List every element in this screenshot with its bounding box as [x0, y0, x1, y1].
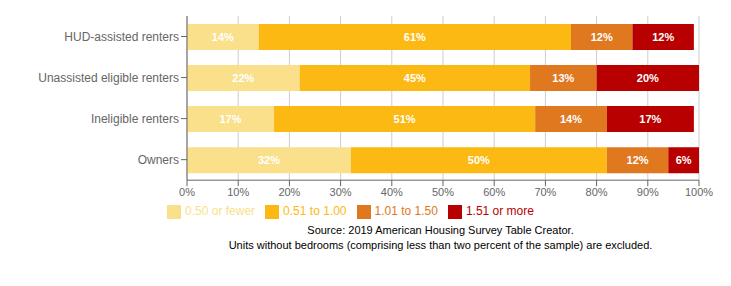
- svg-text:0%: 0%: [179, 186, 195, 198]
- svg-text:Ineligible renters: Ineligible renters: [91, 112, 179, 126]
- svg-text:30%: 30%: [330, 186, 352, 198]
- svg-text:12%: 12%: [627, 154, 649, 166]
- svg-text:20%: 20%: [278, 186, 300, 198]
- svg-text:10%: 10%: [227, 186, 249, 198]
- html-text:1.01 to 1.50: 1.01 to 1.50: [374, 204, 438, 219]
- svg-text:12%: 12%: [652, 31, 674, 43]
- svg-text:32%: 32%: [258, 154, 280, 166]
- svg-text:17%: 17%: [220, 113, 242, 125]
- svg-text:14%: 14%: [212, 31, 234, 43]
- svg-text:70%: 70%: [534, 186, 556, 198]
- svg-text:60%: 60%: [483, 186, 505, 198]
- svg-text:45%: 45%: [404, 72, 426, 84]
- svg-text:50%: 50%: [468, 154, 490, 166]
- svg-text:50%: 50%: [432, 186, 454, 198]
- svg-text:100%: 100%: [685, 186, 713, 198]
- svg-text:61%: 61%: [404, 31, 426, 43]
- svg-text:20%: 20%: [637, 72, 659, 84]
- svg-text:22%: 22%: [232, 72, 254, 84]
- svg-text:17%: 17%: [639, 113, 661, 125]
- svg-text:51%: 51%: [394, 113, 416, 125]
- svg-text:6%: 6%: [676, 154, 692, 166]
- svg-text:13%: 13%: [552, 72, 574, 84]
- html-text:0.51 to 1.00: 0.51 to 1.00: [283, 204, 347, 219]
- html-text:Units without bedrooms (compri: Units without bedrooms (comprising less …: [228, 239, 653, 251]
- svg-text:Owners: Owners: [138, 153, 179, 167]
- html-text:0.50 or fewer: 0.50 or fewer: [185, 204, 256, 219]
- svg-text:HUD-assisted renters: HUD-assisted renters: [64, 30, 179, 44]
- html-text:Source: 2019 American Housing: Source: 2019 American Housing Survey Tab…: [307, 224, 574, 236]
- html-text:1.51 or more: 1.51 or more: [465, 204, 534, 219]
- svg-text:12%: 12%: [591, 31, 613, 43]
- svg-text:90%: 90%: [637, 186, 659, 198]
- svg-text:80%: 80%: [586, 186, 608, 198]
- svg-text:14%: 14%: [560, 113, 582, 125]
- svg-text:40%: 40%: [381, 186, 403, 198]
- svg-text:Unassisted eligible renters: Unassisted eligible renters: [38, 71, 179, 85]
